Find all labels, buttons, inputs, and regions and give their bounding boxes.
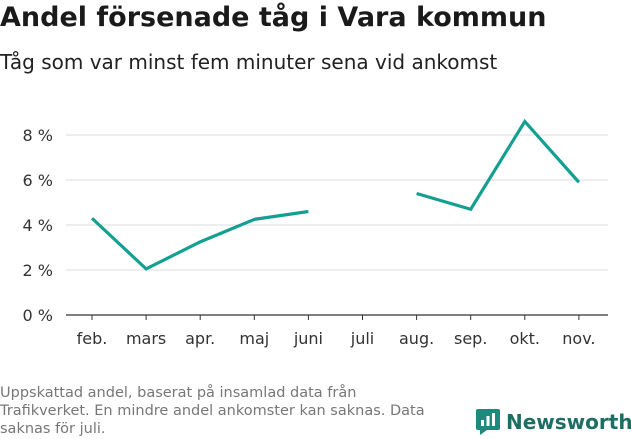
x-tick-label: apr.	[185, 329, 215, 348]
chart-subtitle: Tåg som var minst fem minuter sena vid a…	[0, 50, 498, 74]
y-tick-label: 6 %	[23, 171, 53, 190]
newsworthy-logo[interactable]: Newsworthy	[476, 407, 631, 437]
x-tick-label: maj	[239, 329, 269, 348]
x-tick-label: nov.	[562, 329, 595, 348]
series-line-segment	[416, 118, 581, 212]
x-tick-label: juni	[293, 329, 323, 348]
y-tick-label: 8 %	[23, 126, 53, 145]
y-axis-ticks: 0 % 2 % 4 % 6 % 8 %	[23, 126, 53, 325]
x-tick-label: aug.	[399, 329, 434, 348]
x-tick-label: juli	[350, 329, 374, 348]
gridlines	[66, 134, 608, 316]
x-axis-ticks: feb. mars apr. maj juni juli aug. sep. okt. nov.	[77, 315, 596, 348]
x-tick-label: sep.	[454, 329, 487, 348]
series-lines	[90, 118, 581, 271]
brand-name: Newsworthy	[506, 410, 631, 434]
y-tick-label: 2 %	[23, 261, 53, 280]
footnote: Uppskattad andel, baserat på insamlad da…	[0, 385, 425, 437]
newsworthy-logo-icon	[476, 409, 500, 435]
series-line-segment	[90, 209, 309, 271]
y-tick-label: 0 %	[23, 306, 53, 325]
x-tick-label: mars	[126, 329, 166, 348]
x-tick-label: feb.	[77, 329, 108, 348]
line-chart: 0 % 2 % 4 % 6 % 8 % feb. mars apr. maj juni juli a…	[23, 118, 608, 348]
x-tick-label: okt.	[510, 329, 540, 348]
chart-title: Andel försenade tåg i Vara kommun	[0, 2, 547, 33]
y-tick-label: 4 %	[23, 216, 53, 235]
